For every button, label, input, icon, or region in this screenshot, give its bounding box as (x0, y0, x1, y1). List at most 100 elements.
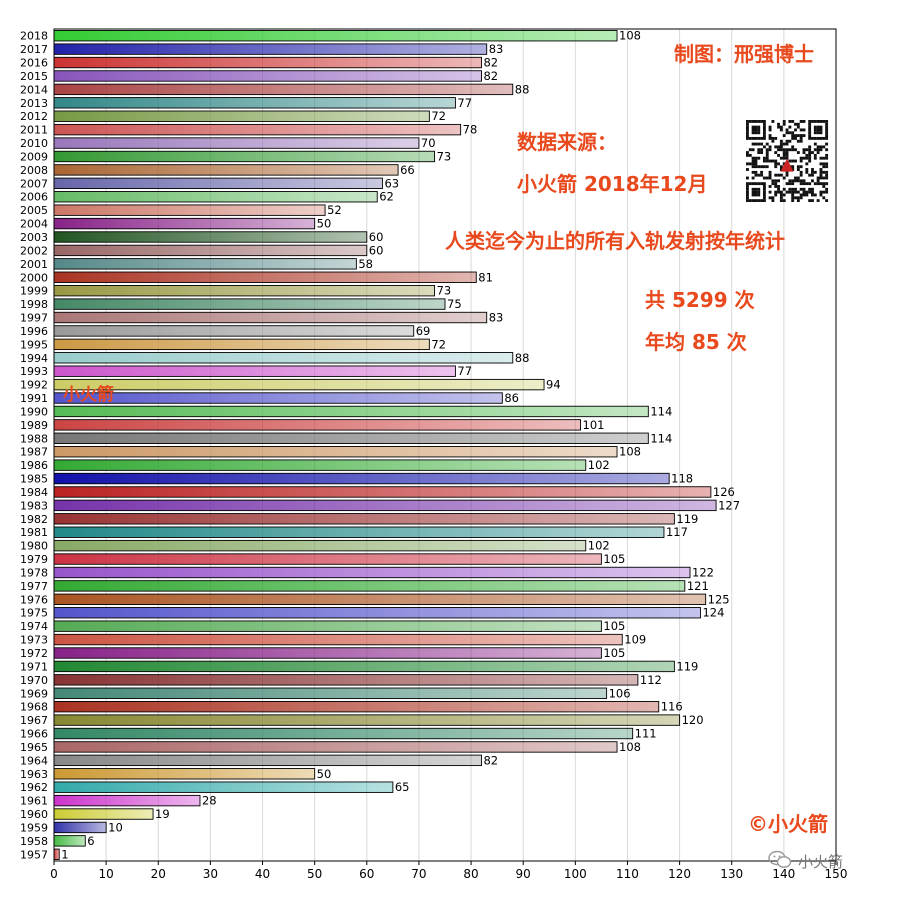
bar-value-label: 118 (671, 472, 693, 486)
bar-value-label: 78 (463, 123, 478, 137)
year-label: 1968 (20, 701, 48, 714)
bar-2005 (53, 204, 326, 216)
bar-1976 (53, 593, 707, 606)
bar-1974 (53, 620, 602, 632)
bar-value-label: 102 (588, 458, 610, 472)
bar-1960 (53, 808, 154, 820)
bar-value-label: 125 (708, 592, 730, 606)
bar-value-label: 108 (619, 29, 641, 43)
year-label: 1967 (20, 714, 48, 727)
bar-value-label: 73 (437, 149, 452, 163)
bar-value-label: 94 (546, 378, 561, 392)
year-label: 1991 (20, 392, 48, 405)
bar-1983 (53, 499, 717, 512)
bars: 1610192865508210811112011610611211910510… (53, 29, 740, 861)
bar-1986 (53, 459, 587, 471)
bar-value-label: 50 (317, 217, 332, 231)
year-label: 1992 (20, 379, 48, 392)
bar-value-label: 82 (483, 69, 498, 83)
year-label: 1964 (20, 754, 48, 767)
bar-2006 (53, 191, 378, 203)
bar-2009 (53, 150, 436, 163)
bar-value-label: 105 (603, 552, 625, 566)
bar-value-label: 102 (588, 539, 610, 553)
x-tick-label: 20 (151, 867, 166, 881)
bar-value-label: 114 (650, 404, 672, 418)
bar-1967 (53, 714, 681, 726)
bar-1957 (53, 848, 60, 860)
bar-1990 (53, 405, 649, 418)
bar-2013 (53, 97, 456, 109)
year-label: 2016 (20, 57, 48, 70)
bar-1979 (53, 553, 602, 565)
bar-value-label: 122 (692, 565, 714, 579)
year-label: 1969 (20, 687, 48, 700)
bar-value-label: 121 (687, 579, 709, 593)
bar-value-label: 69 (416, 324, 431, 338)
bar-1992 (53, 378, 545, 391)
bar-1985 (53, 472, 670, 485)
chart-title: 人类迄今为止的所有入轨发射按年统计 (445, 229, 785, 253)
bar-1973 (53, 633, 623, 646)
x-tick-label: 80 (463, 867, 478, 881)
year-label: 2009 (20, 150, 48, 163)
bar-value-label: 116 (661, 700, 683, 714)
year-label: 1993 (20, 365, 48, 378)
bar-value-label: 28 (202, 794, 217, 808)
bar-1981 (53, 526, 665, 538)
year-label: 1987 (20, 446, 48, 459)
year-label: 1974 (20, 620, 48, 633)
x-tick-label: 10 (98, 867, 113, 881)
year-label: 2015 (20, 70, 48, 83)
bar-1971 (53, 660, 675, 673)
year-label: 1996 (20, 325, 48, 338)
year-label: 1982 (20, 513, 48, 526)
bar-2015 (53, 70, 482, 82)
wechat-account-name: 小火箭 (798, 853, 844, 871)
x-tick-label: 70 (411, 867, 426, 881)
year-label: 1997 (20, 312, 48, 325)
bar-1996 (53, 325, 415, 337)
x-tick-label: 120 (668, 867, 691, 881)
bar-1963 (53, 768, 316, 780)
year-label: 1975 (20, 607, 48, 620)
bar-value-label: 60 (369, 243, 384, 257)
bar-2017 (53, 43, 488, 55)
year-label: 1990 (20, 405, 48, 418)
source-label: 数据来源： (517, 130, 617, 154)
bar-2001 (53, 258, 357, 270)
year-label: 2000 (20, 271, 48, 284)
bar-value-label: 105 (603, 646, 625, 660)
year-label: 1976 (20, 593, 48, 606)
x-tick-label: 140 (772, 867, 795, 881)
bar-value-label: 119 (676, 659, 698, 673)
bar-value-label: 70 (421, 136, 436, 150)
bar-1959 (53, 821, 107, 834)
bar-value-label: 60 (369, 230, 384, 244)
year-label: 1966 (20, 728, 48, 741)
bar-value-label: 58 (358, 257, 373, 271)
year-label: 1988 (20, 432, 48, 445)
bar-value-label: 10 (108, 820, 123, 834)
year-label: 1962 (20, 781, 48, 794)
bar-1975 (53, 607, 701, 619)
bar-1995 (53, 338, 430, 351)
year-label: 1979 (20, 553, 48, 566)
bar-value-label: 111 (635, 727, 657, 741)
bar-value-label: 65 (395, 780, 410, 794)
bar-1969 (53, 687, 608, 699)
year-label: 2011 (20, 124, 48, 137)
bar-1999 (53, 284, 436, 297)
year-label: 2005 (20, 204, 48, 217)
bar-value-label: 124 (702, 606, 724, 620)
bar-1994 (53, 352, 514, 364)
bar-value-label: 109 (624, 633, 646, 647)
year-label: 2007 (20, 177, 48, 190)
year-label: 1989 (20, 419, 48, 432)
year-label: 1986 (20, 459, 48, 472)
year-label: 1959 (20, 821, 48, 834)
year-label: 1978 (20, 566, 48, 579)
wechat-icon (768, 850, 792, 868)
bar-value-label: 119 (676, 512, 698, 526)
